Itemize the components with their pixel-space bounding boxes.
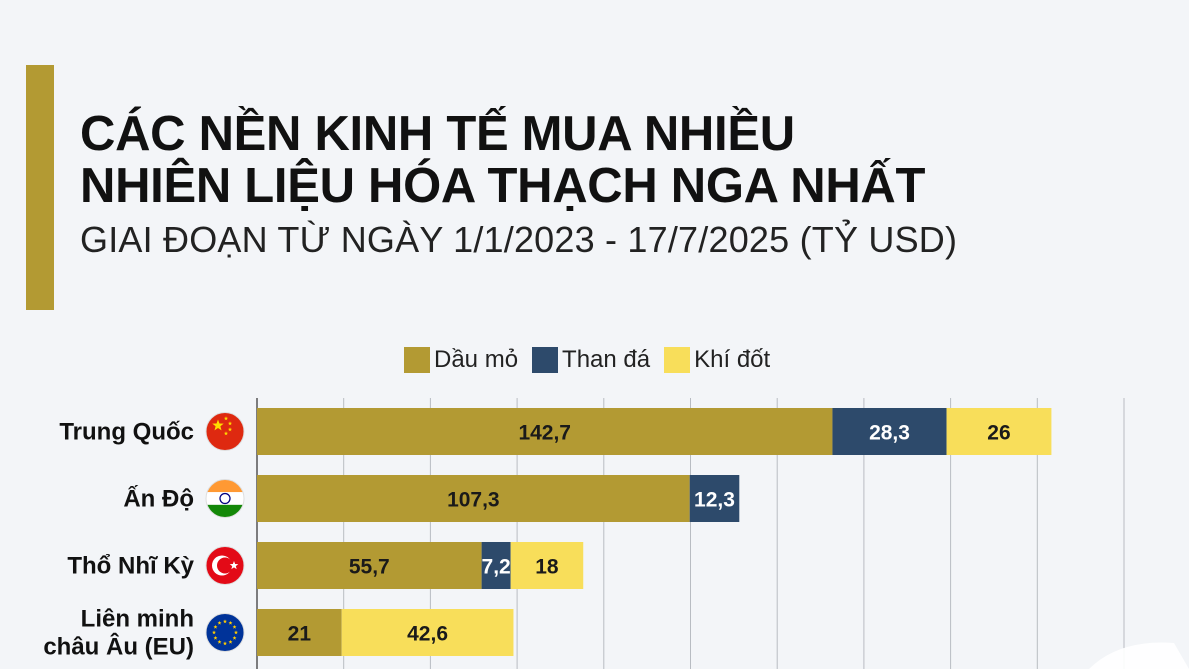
legend-item-gas: Khí đốt	[664, 346, 770, 374]
data-label: 21	[288, 623, 312, 646]
data-label: 55,7	[349, 556, 390, 579]
china-flag-icon	[205, 412, 245, 451]
decorative-corner-shape	[1089, 642, 1189, 669]
legend-label-gas: Khí đốt	[694, 346, 771, 373]
title-line-1: CÁC NỀN KINH TẾ MUA NHIỀU	[80, 107, 795, 161]
subtitle: GIAI ĐOẠN TỪ NGÀY 1/1/2023 - 17/7/2025 (…	[80, 219, 958, 260]
legend-swatch-oil	[404, 347, 430, 373]
accent-bar	[26, 65, 54, 310]
bar-segment-oil	[257, 408, 833, 455]
legend-item-oil: Dầu mỏ	[404, 346, 518, 374]
eu-flag-icon	[205, 613, 245, 652]
turkey-flag-icon	[205, 546, 245, 585]
data-label: 142,7	[518, 422, 571, 445]
category-label: Thổ Nhĩ Kỳ	[67, 553, 194, 580]
category-label: châu Âu (EU)	[43, 633, 194, 661]
bar-segment-coal	[481, 542, 511, 589]
bar-segment-oil	[257, 475, 690, 522]
legend: Dầu mỏ Than đá Khí đốt	[404, 346, 784, 374]
bar-segment-gas	[341, 609, 514, 656]
legend-swatch-coal	[532, 347, 559, 373]
data-label: 107,3	[447, 489, 500, 512]
data-label: 18	[535, 556, 559, 579]
title-line-2: NHIÊN LIỆU HÓA THẠCH NGA NHẤT	[80, 159, 926, 213]
data-label: 42,6	[407, 623, 448, 646]
data-label: 7,2	[482, 556, 511, 579]
data-label: 26	[987, 422, 1010, 445]
data-label: 12,3	[694, 489, 735, 512]
bar-segment-gas	[510, 542, 584, 589]
bar-segment-coal	[689, 475, 740, 522]
bar-segment-oil	[257, 542, 482, 589]
category-label: Ấn Độ	[123, 485, 194, 513]
bar-segment-oil	[257, 609, 342, 656]
category-label: Liên minh	[81, 606, 194, 633]
bar-segment-gas	[946, 408, 1052, 455]
legend-label-coal: Than đá	[562, 346, 651, 373]
category-label: Trung Quốc	[59, 419, 194, 446]
data-label: 28,3	[869, 422, 910, 445]
legend-item-coal: Than đá	[532, 346, 650, 374]
india-flag-icon	[205, 479, 245, 518]
title-block: CÁC NỀN KINH TẾ MUA NHIỀU NHIÊN LIỆU HÓA…	[80, 108, 957, 262]
legend-label-oil: Dầu mỏ	[434, 346, 519, 373]
legend-swatch-gas	[664, 347, 691, 373]
bar-segment-coal	[832, 408, 947, 455]
